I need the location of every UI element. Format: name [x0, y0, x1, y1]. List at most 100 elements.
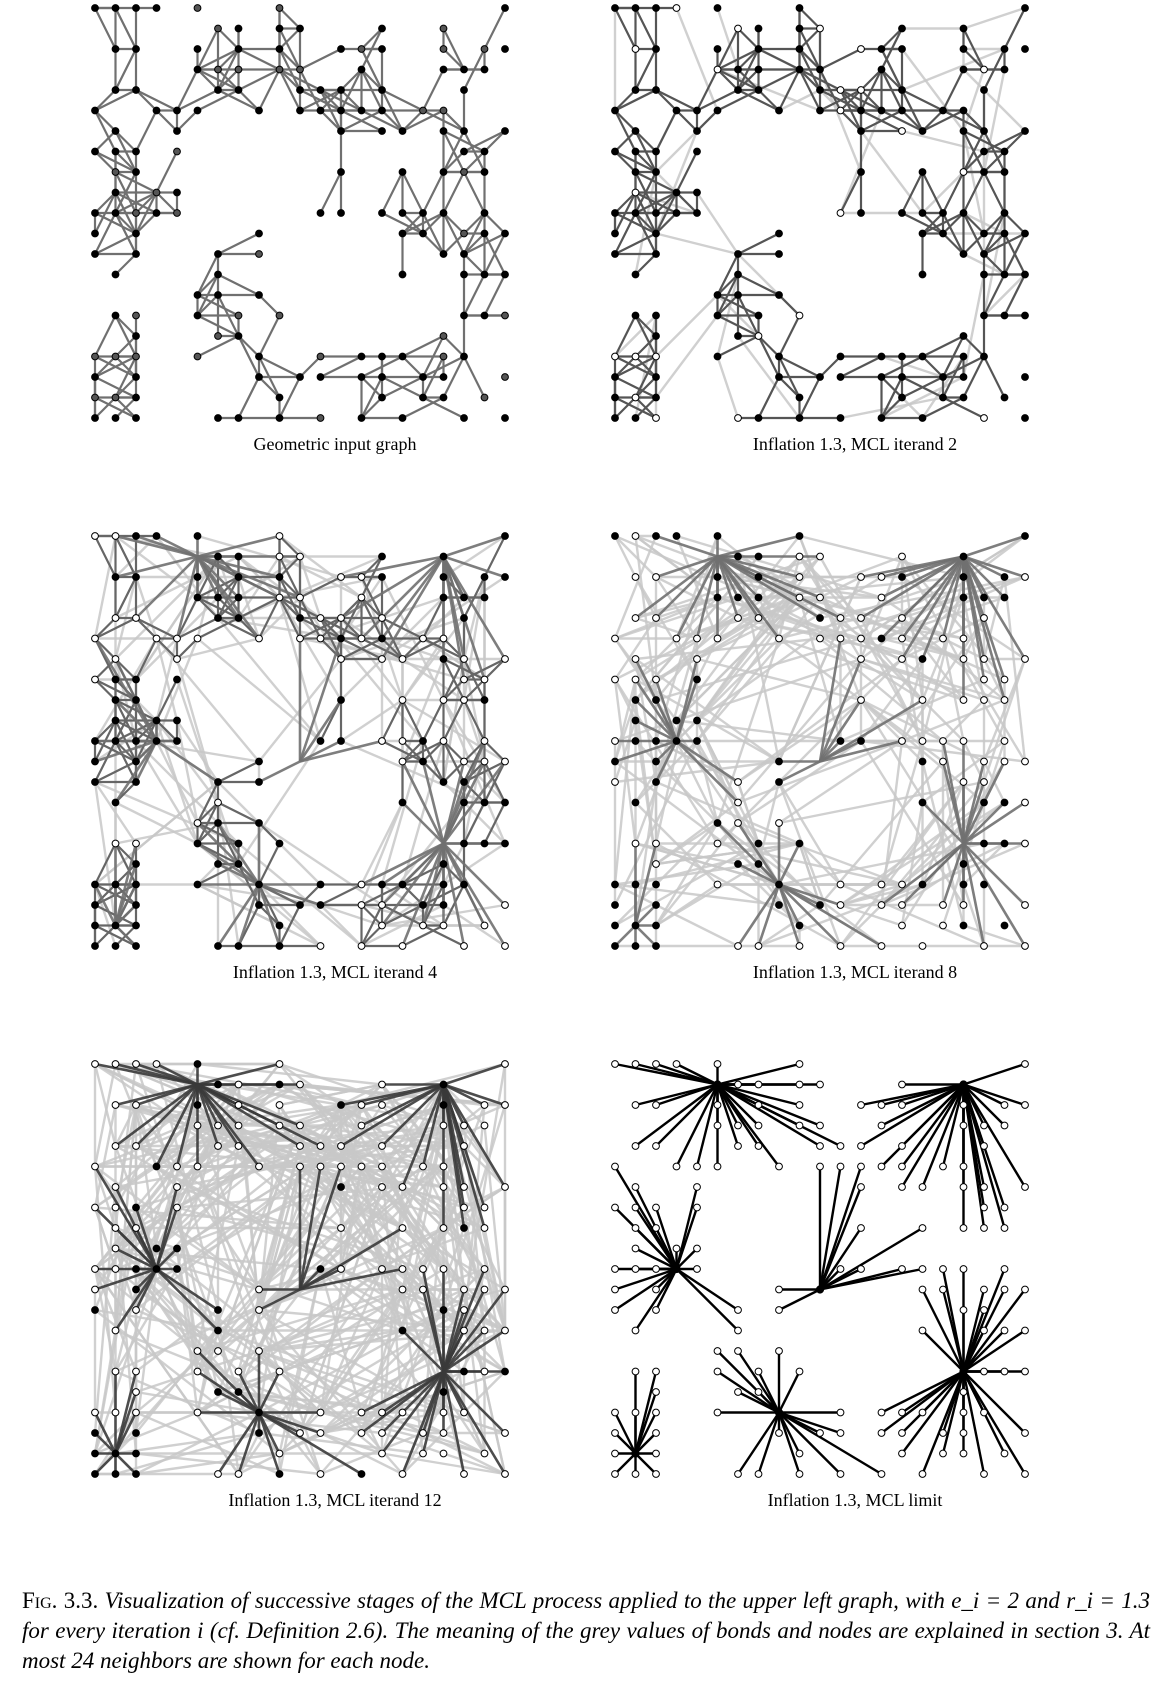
graph-edge — [880, 48, 903, 91]
graph-node — [419, 1265, 427, 1273]
graph-node — [816, 552, 824, 561]
graph-node — [460, 675, 468, 684]
graph-node — [91, 1306, 99, 1314]
graph-edge — [696, 657, 862, 702]
graph-node — [398, 798, 407, 807]
graph-node — [296, 65, 304, 74]
graph-edge — [921, 171, 965, 214]
graph-edge — [442, 1288, 507, 1373]
graph-node — [877, 1429, 886, 1437]
graph-node — [275, 414, 284, 422]
graph-node — [1000, 1224, 1009, 1232]
graph-edge — [155, 1062, 199, 1086]
graph-edge — [155, 719, 178, 742]
graph-edge — [901, 1370, 965, 1455]
graph-node — [713, 352, 722, 361]
graph-node — [939, 1285, 947, 1294]
graph-node — [234, 86, 243, 94]
graph-edge — [983, 232, 1006, 255]
graph-node — [398, 1224, 407, 1232]
graph-node — [857, 127, 865, 135]
graph-edge — [94, 212, 137, 235]
graph-edge — [197, 1062, 280, 1086]
graph-node — [337, 1142, 345, 1150]
graph-edge — [818, 1166, 863, 1290]
graph-node — [111, 45, 120, 53]
graph-edge — [94, 739, 157, 763]
graph-node — [631, 1367, 640, 1376]
graph-edge — [401, 212, 424, 235]
graph-edge — [380, 555, 445, 640]
graph-node — [836, 901, 845, 909]
graph-node — [460, 942, 468, 950]
graph-node — [877, 942, 886, 950]
graph-edge — [196, 1083, 261, 1168]
graph-node — [480, 229, 489, 238]
graph-node — [398, 270, 407, 279]
graph-edge — [278, 28, 301, 70]
graph-edge — [381, 1083, 445, 1147]
graph-node — [439, 737, 448, 745]
graph-edge — [757, 335, 780, 378]
graph-node — [631, 1183, 640, 1191]
graph-edge — [717, 48, 759, 71]
graph-node — [898, 209, 906, 217]
graph-node — [357, 1408, 366, 1417]
graph-edge — [258, 822, 383, 906]
graph-node — [754, 1367, 763, 1376]
graph-node — [918, 352, 927, 361]
graph-edge — [216, 1125, 302, 1352]
graph-node — [111, 921, 120, 930]
graph-node — [378, 393, 386, 402]
graph-edge — [442, 863, 465, 886]
graph-edge — [635, 842, 800, 886]
graph-edge — [278, 7, 301, 30]
graph-edge — [135, 1288, 322, 1414]
graph-node — [480, 311, 489, 320]
graph-edge — [717, 314, 759, 337]
graph-edge — [483, 740, 506, 763]
graph-node — [193, 45, 202, 53]
graph-edge — [962, 555, 1006, 599]
graph-edge — [819, 698, 924, 763]
graph-edge — [217, 1390, 260, 1414]
graph-edge — [962, 150, 985, 173]
graph-node — [734, 798, 742, 807]
graph-edge — [819, 48, 862, 71]
graph-node — [1000, 1121, 1009, 1130]
graph-node — [775, 352, 783, 361]
graph-node — [1000, 839, 1009, 848]
graph-edge — [655, 657, 698, 681]
graph-node — [836, 942, 845, 950]
graph-node — [1021, 311, 1029, 320]
graph-node — [234, 332, 243, 340]
graph-edge — [197, 335, 239, 358]
graph-node — [1021, 1470, 1029, 1478]
graph-edge — [299, 1268, 322, 1291]
graph-edge — [196, 1166, 261, 1352]
graph-node — [980, 1121, 988, 1130]
graph-node — [959, 860, 968, 868]
graph-edge — [962, 884, 986, 947]
graph-node — [713, 880, 722, 889]
graph-edge — [901, 842, 965, 906]
graph-node — [734, 291, 742, 299]
graph-edge — [93, 1165, 158, 1270]
graph-node — [255, 819, 263, 827]
graph-edge — [655, 232, 739, 256]
graph-node — [132, 860, 140, 868]
graph-node — [836, 614, 845, 622]
graph-edge — [483, 212, 506, 235]
graph-node — [152, 1244, 161, 1253]
graph-edge — [716, 1084, 740, 1147]
graph-edge — [675, 555, 719, 640]
graph-edge — [237, 1412, 261, 1475]
graph-node — [734, 65, 742, 74]
graph-edge — [962, 843, 986, 947]
graph-edge — [320, 1431, 424, 1476]
graph-node — [877, 106, 886, 115]
graph-node — [1021, 1367, 1029, 1376]
graph-node — [255, 778, 263, 786]
graph-edge — [798, 7, 821, 30]
graph-edge — [758, 68, 800, 91]
